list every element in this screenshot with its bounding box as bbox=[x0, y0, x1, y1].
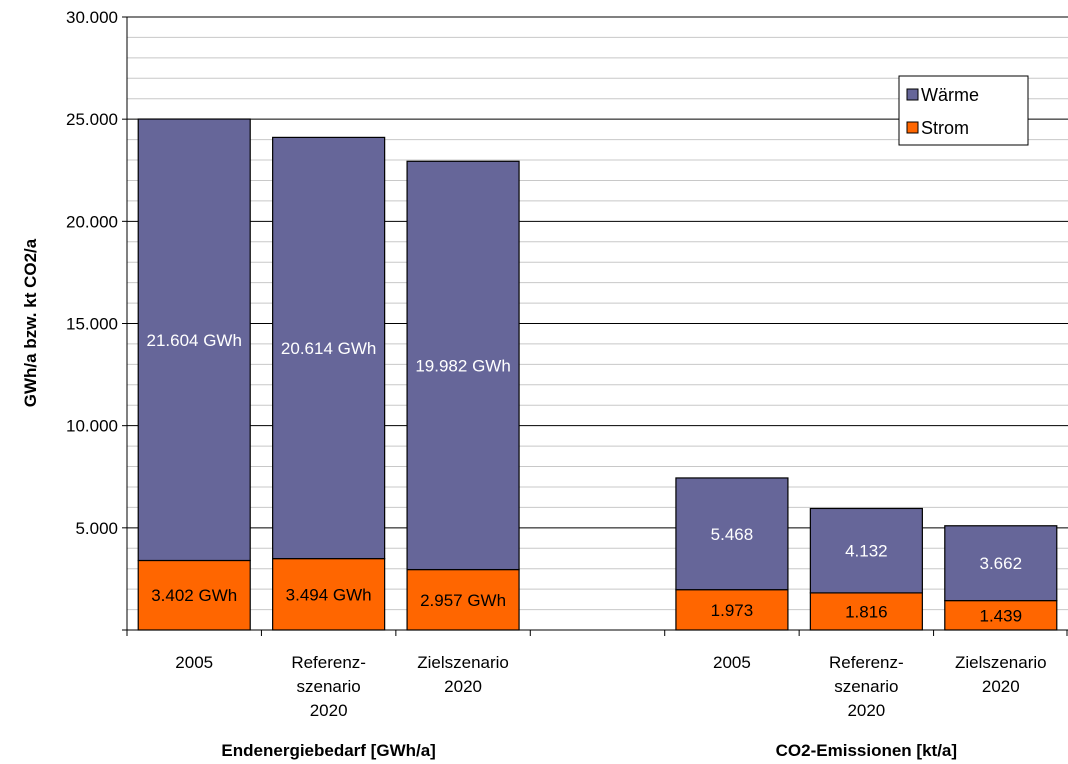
category-label: 2020 bbox=[444, 677, 482, 696]
category-label: 2005 bbox=[713, 653, 751, 672]
y-tick-label: 10.000 bbox=[66, 417, 118, 436]
bar-waerme bbox=[272, 136, 386, 560]
category-label: szenario bbox=[834, 677, 898, 696]
data-label-strom: 2.957 GWh bbox=[420, 591, 506, 610]
category-labels: 2005 Referenz-szenario 2020 Zielszenario 202… bbox=[175, 653, 1046, 760]
bar-waerme bbox=[944, 525, 1058, 602]
bar-waerme bbox=[137, 118, 251, 562]
bar-strom bbox=[944, 599, 1058, 631]
category-label: Referenz- bbox=[829, 653, 904, 672]
category-label: 2005 bbox=[175, 653, 213, 672]
category-label: szenario bbox=[297, 677, 361, 696]
category-label: 2020 bbox=[847, 701, 885, 720]
legend: Wärme Strom bbox=[898, 75, 1029, 146]
data-label-strom: 3.494 GWh bbox=[286, 585, 372, 604]
y-tick-label: 25.000 bbox=[66, 110, 118, 129]
y-axis-label: GWh/a bzw. kt CO2/a bbox=[21, 238, 40, 407]
legend-box bbox=[898, 75, 1029, 146]
y-tick-label: 5.000 bbox=[75, 519, 118, 538]
bar-waerme bbox=[809, 507, 923, 594]
data-label-strom: 3.402 GWh bbox=[151, 586, 237, 605]
category-label: Zielszenario bbox=[955, 653, 1047, 672]
bar-strom bbox=[809, 592, 923, 631]
data-label-strom: 1.439 bbox=[980, 606, 1023, 625]
y-tick-label: 20.000 bbox=[66, 212, 118, 231]
data-label-waerme: 20.614 GWh bbox=[281, 339, 376, 358]
data-label-strom: 1.816 bbox=[845, 602, 888, 621]
data-label-waerme: 3.662 bbox=[980, 554, 1023, 573]
data-label-waerme: 4.132 bbox=[845, 542, 888, 561]
category-label: 2020 bbox=[982, 677, 1020, 696]
bar-strom bbox=[137, 559, 251, 631]
category-label: 2020 bbox=[310, 701, 348, 720]
category-label: Referenz- bbox=[291, 653, 366, 672]
bar-strom bbox=[675, 589, 789, 631]
bars bbox=[137, 118, 1058, 631]
y-tick-label: 30.000 bbox=[66, 8, 118, 27]
bar-waerme bbox=[406, 160, 520, 571]
data-label-waerme: 21.604 GWh bbox=[146, 331, 241, 350]
group-title: CO2-Emissionen [kt/a] bbox=[776, 741, 957, 760]
bar-waerme bbox=[675, 477, 789, 591]
legend-swatch-strom bbox=[906, 121, 919, 134]
y-tick-label: 15.000 bbox=[66, 315, 118, 334]
data-labels: 21.604 GWh 3.402 GWh 20.614 GWh 3.494 GWh 19… bbox=[146, 331, 1022, 626]
bar-strom bbox=[272, 558, 386, 631]
bar-strom bbox=[406, 568, 520, 631]
legend-label-strom: Strom bbox=[921, 118, 969, 138]
data-label-waerme: 19.982 GWh bbox=[415, 356, 510, 375]
category-label: Zielszenario bbox=[417, 653, 509, 672]
data-label-strom: 1.973 bbox=[711, 601, 754, 620]
legend-label-waerme: Wärme bbox=[921, 85, 979, 105]
data-label-waerme: 5.468 bbox=[711, 525, 754, 544]
legend-swatch-waerme bbox=[906, 88, 919, 101]
group-title: Endenergiebedarf [GWh/a] bbox=[221, 741, 435, 760]
